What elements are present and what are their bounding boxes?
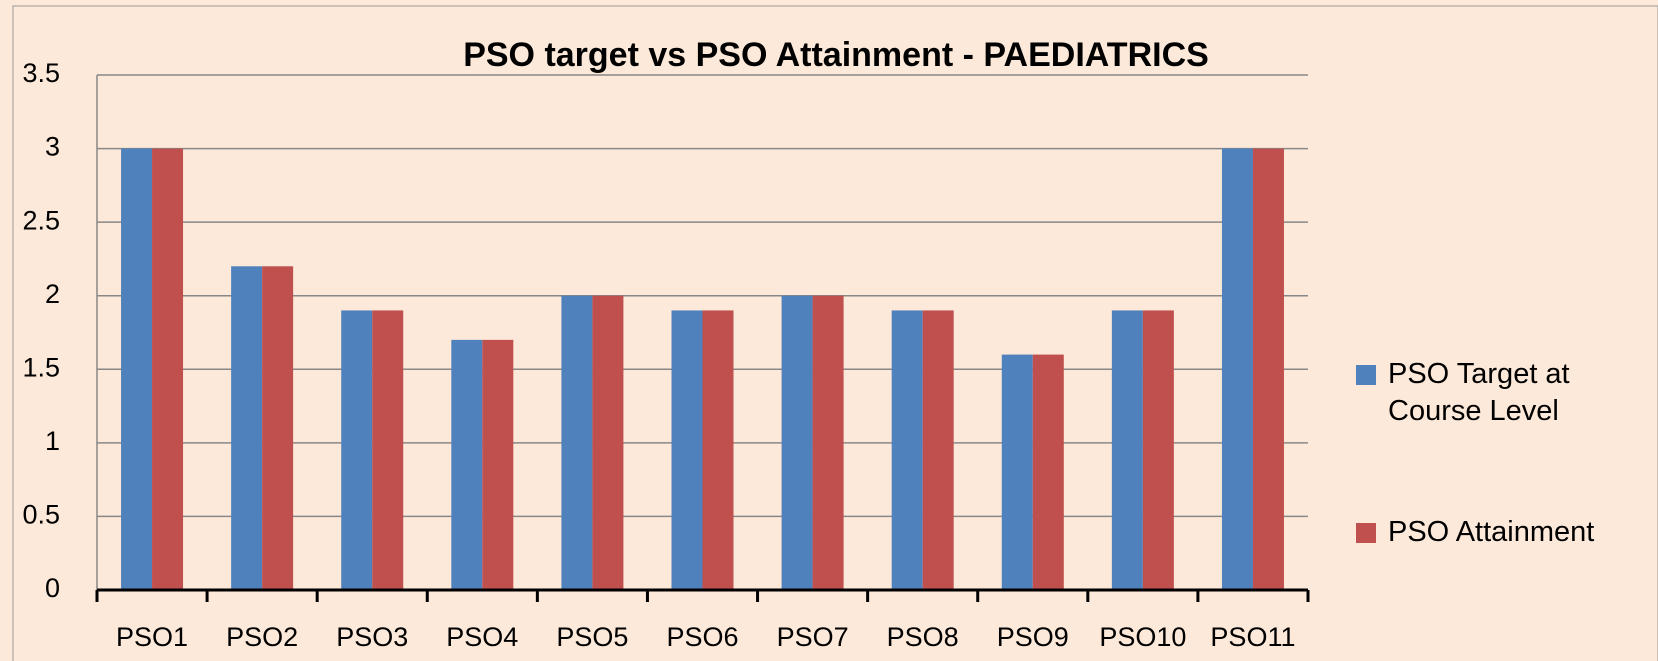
legend-label: PSO Target at Course Level [1388, 358, 1570, 427]
bar [451, 339, 483, 590]
x-tick-label: PSO9 [997, 622, 1069, 652]
bar [482, 339, 514, 590]
bar [231, 266, 263, 590]
y-tick-label: 2.5 [22, 205, 60, 235]
legend-item: PSO Target at Course Level [1356, 356, 1646, 430]
x-tick-label: PSO1 [116, 622, 188, 652]
bar [1111, 310, 1143, 590]
bar [152, 148, 184, 591]
x-tick-label: PSO11 [1210, 622, 1295, 652]
x-tick-label: PSO5 [556, 622, 628, 652]
y-tick-label: 1.5 [22, 352, 60, 382]
bar [812, 295, 844, 590]
chart-title: PSO target vs PSO Attainment - PAEDIATRI… [463, 36, 1209, 74]
legend-label: PSO Attainment [1388, 516, 1595, 548]
bar [781, 295, 813, 590]
legend-swatch [1356, 523, 1376, 543]
bar [1252, 148, 1284, 591]
bar [561, 295, 593, 590]
bar [1001, 354, 1033, 590]
y-tick-label: 3.5 [22, 58, 60, 88]
y-tick-label: 0 [45, 573, 60, 603]
bar [592, 295, 624, 590]
legend-swatch [1356, 365, 1376, 385]
bar [1032, 354, 1064, 590]
y-tick-label: 1 [45, 426, 60, 456]
bar [1221, 148, 1253, 591]
y-tick-label: 0.5 [22, 500, 60, 530]
x-tick-label: PSO6 [666, 622, 738, 652]
bar [702, 310, 734, 590]
y-tick-label: 3 [45, 132, 60, 162]
bar [121, 148, 153, 591]
y-tick-label: 2 [45, 279, 60, 309]
bar [922, 310, 954, 590]
bar [372, 310, 404, 590]
bar [891, 310, 923, 590]
x-tick-label: PSO7 [777, 622, 849, 652]
x-tick-label: PSO8 [887, 622, 959, 652]
x-tick-label: PSO10 [1099, 622, 1186, 652]
chart-border [12, 5, 1658, 661]
bar [1142, 310, 1174, 590]
x-tick-label: PSO3 [336, 622, 408, 652]
x-tick-label: PSO4 [446, 622, 518, 652]
x-tick-label: PSO2 [226, 622, 298, 652]
bar [341, 310, 373, 590]
legend-item: PSO Attainment [1356, 514, 1646, 551]
bar [671, 310, 703, 590]
bar [262, 266, 294, 590]
